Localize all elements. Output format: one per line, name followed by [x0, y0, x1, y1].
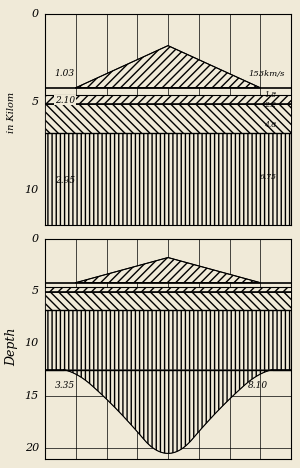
Text: 3.35: 3.35	[55, 381, 75, 390]
Polygon shape	[45, 133, 291, 225]
Text: 2.2: 2.2	[264, 101, 276, 110]
Polygon shape	[76, 257, 260, 283]
Text: 4.8: 4.8	[264, 121, 276, 129]
Text: 153km/s: 153km/s	[248, 70, 284, 78]
Text: Depth: Depth	[5, 327, 19, 366]
Text: 10: 10	[25, 184, 39, 195]
Polygon shape	[45, 310, 291, 370]
Polygon shape	[76, 45, 260, 88]
Text: 1.8: 1.8	[264, 91, 276, 99]
Text: 10: 10	[25, 338, 39, 348]
Polygon shape	[45, 103, 291, 133]
Text: 5: 5	[32, 97, 39, 107]
Polygon shape	[45, 287, 291, 292]
Text: 0: 0	[32, 234, 39, 244]
Text: 2.95: 2.95	[55, 176, 75, 185]
Polygon shape	[45, 95, 291, 103]
Text: 8.10: 8.10	[248, 381, 268, 390]
Text: 15: 15	[25, 391, 39, 401]
Text: 2.10: 2.10	[55, 95, 75, 104]
Text: 6.75: 6.75	[260, 173, 277, 181]
Text: in Kilom: in Kilom	[8, 92, 16, 133]
Polygon shape	[45, 370, 291, 453]
Polygon shape	[45, 292, 291, 310]
Text: 5: 5	[32, 286, 39, 296]
Text: 20: 20	[25, 443, 39, 453]
Text: 0: 0	[32, 9, 39, 19]
Text: 1.03: 1.03	[55, 69, 75, 78]
